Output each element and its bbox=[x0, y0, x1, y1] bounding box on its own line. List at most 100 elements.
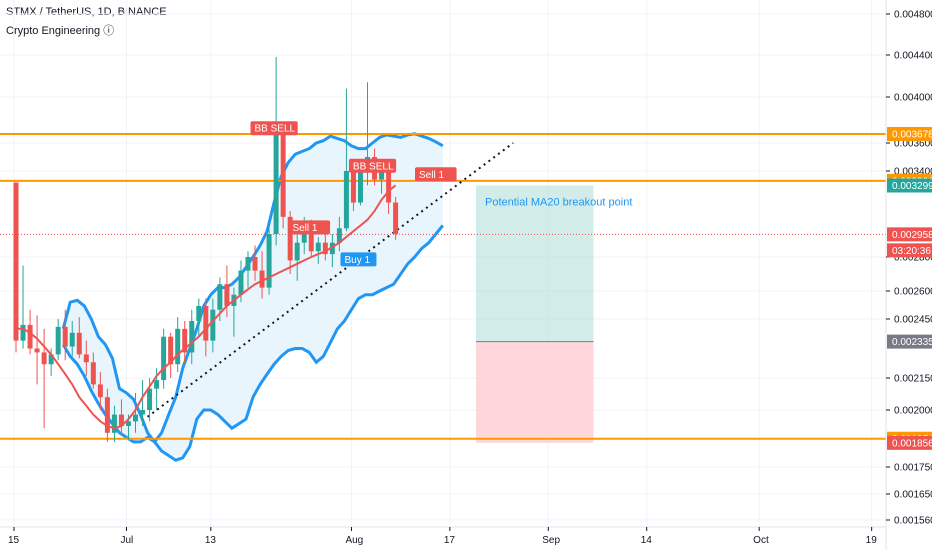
price-axis[interactable]: 0.004800 0.004400 0.004000 0.003600 0.003400… bbox=[885, 0, 932, 550]
price-tick-label: 0.004000 bbox=[894, 93, 932, 104]
candle-body bbox=[252, 257, 258, 271]
candle-body bbox=[27, 324, 33, 349]
candle-body bbox=[20, 324, 26, 341]
price-tick-label: 0.002800 bbox=[894, 253, 932, 264]
time-tick-label: 19 bbox=[866, 535, 878, 546]
time-tick-label: Oct bbox=[753, 535, 769, 546]
price-tag-label: 0.002958 bbox=[892, 230, 932, 241]
price-tick-label: 0.004800 bbox=[894, 10, 932, 21]
price-tick-label: 0.001560 bbox=[894, 516, 932, 527]
candle-body bbox=[266, 234, 272, 288]
price-tick-label: 0.002150 bbox=[894, 374, 932, 385]
signal-label-text: Sell 1 bbox=[419, 170, 444, 181]
candle-body bbox=[287, 216, 293, 261]
candle-body bbox=[203, 305, 209, 341]
bb-lower-band bbox=[61, 224, 444, 462]
candle-body bbox=[48, 354, 54, 365]
candle-body bbox=[147, 388, 153, 410]
signal-label-text: BB SELL bbox=[255, 124, 296, 135]
time-tick-label: 13 bbox=[205, 535, 217, 546]
signal-label-text: Sell 1 bbox=[292, 223, 317, 234]
profit-zone bbox=[475, 185, 594, 342]
candle-body bbox=[125, 421, 131, 426]
price-tag-label: 0.001856 bbox=[892, 438, 932, 449]
signal-label-box bbox=[340, 252, 377, 267]
time-tick-label: 14 bbox=[641, 535, 653, 546]
price-tick-label: 0.003400 bbox=[894, 167, 932, 178]
candle-body bbox=[322, 242, 328, 255]
time-axis[interactable]: 15Jul13Aug17Sep14Oct19Nov16 bbox=[0, 526, 932, 546]
candle-body bbox=[386, 171, 392, 203]
candle-body bbox=[34, 348, 40, 353]
candle-body bbox=[350, 171, 356, 203]
candle-body bbox=[329, 242, 335, 255]
candle-body bbox=[140, 410, 146, 415]
candle-body bbox=[182, 328, 188, 353]
price-tag-box bbox=[887, 334, 932, 349]
candle-body bbox=[280, 133, 286, 217]
signal-label-box bbox=[250, 121, 298, 136]
indicator-title[interactable]: Crypto Engineering ⓘ bbox=[6, 25, 115, 37]
candle-body bbox=[210, 309, 216, 341]
dotted-trendline bbox=[146, 142, 514, 418]
breakout-note: Potential MA20 breakout point bbox=[485, 196, 632, 208]
price-tags: 0.0036780.0033310.0032990.00295803:20:36… bbox=[887, 127, 932, 450]
candle-body bbox=[357, 168, 363, 203]
price-tag-box bbox=[887, 127, 932, 142]
candle-body bbox=[224, 284, 230, 306]
candle-body bbox=[259, 270, 265, 288]
price-tick-label: 0.001650 bbox=[894, 490, 932, 501]
candle-body bbox=[189, 320, 195, 353]
candle-body bbox=[133, 414, 139, 422]
signal-label-box bbox=[288, 220, 331, 235]
candle-body bbox=[393, 202, 399, 235]
price-tag-label: 03:20:36 bbox=[892, 246, 931, 257]
trendline[interactable] bbox=[146, 142, 514, 418]
candle-body bbox=[55, 326, 61, 355]
price-tick-label: 0.004400 bbox=[894, 51, 932, 62]
price-tag-box bbox=[887, 178, 932, 193]
price-tick-label: 0.002600 bbox=[894, 287, 932, 298]
candle-body bbox=[104, 397, 110, 433]
candle-body bbox=[118, 414, 124, 426]
chart-grid bbox=[0, 0, 886, 527]
candle-body bbox=[217, 284, 223, 310]
price-tick-label: 0.003600 bbox=[894, 139, 932, 150]
candle-body bbox=[379, 171, 385, 180]
price-tick-label: 0.002000 bbox=[894, 406, 932, 417]
signal-label-text: Buy 1 bbox=[344, 255, 370, 266]
candle-body bbox=[62, 326, 68, 347]
candle-body bbox=[245, 257, 251, 271]
candle-body bbox=[343, 171, 349, 229]
price-tag-box bbox=[887, 227, 932, 242]
candle-body bbox=[168, 336, 174, 365]
candle-body bbox=[238, 270, 244, 295]
time-tick-label: Sep bbox=[542, 535, 560, 546]
time-tick-label: 15 bbox=[8, 535, 20, 546]
candle-body bbox=[41, 352, 47, 365]
time-tick-label: 17 bbox=[444, 535, 456, 546]
candle-body bbox=[294, 242, 300, 261]
ma20-path bbox=[16, 184, 397, 430]
candle-body bbox=[315, 242, 321, 252]
candle-body bbox=[308, 228, 314, 252]
candle-body bbox=[301, 228, 307, 243]
candle-body bbox=[97, 384, 103, 398]
ma20-line bbox=[16, 184, 397, 430]
signal-label-box bbox=[348, 158, 397, 173]
candle-body bbox=[154, 380, 160, 389]
candle-body bbox=[111, 414, 117, 433]
price-tag-label: 0.003678 bbox=[892, 130, 932, 141]
candle-body bbox=[196, 305, 202, 321]
signal-annotations: BB SELL BB SELL Sell 1 Sell 1 Buy 1 Potential… bbox=[250, 121, 632, 267]
candle-body bbox=[273, 133, 279, 235]
candle-body bbox=[76, 332, 82, 355]
candle-body bbox=[83, 354, 89, 363]
loss-zone bbox=[475, 341, 594, 443]
candle-body bbox=[69, 332, 75, 347]
candle-body bbox=[336, 228, 342, 243]
bollinger-bands bbox=[61, 132, 444, 462]
price-tag-label: 0.002335 bbox=[892, 337, 932, 348]
long-position-tool[interactable] bbox=[475, 185, 594, 443]
